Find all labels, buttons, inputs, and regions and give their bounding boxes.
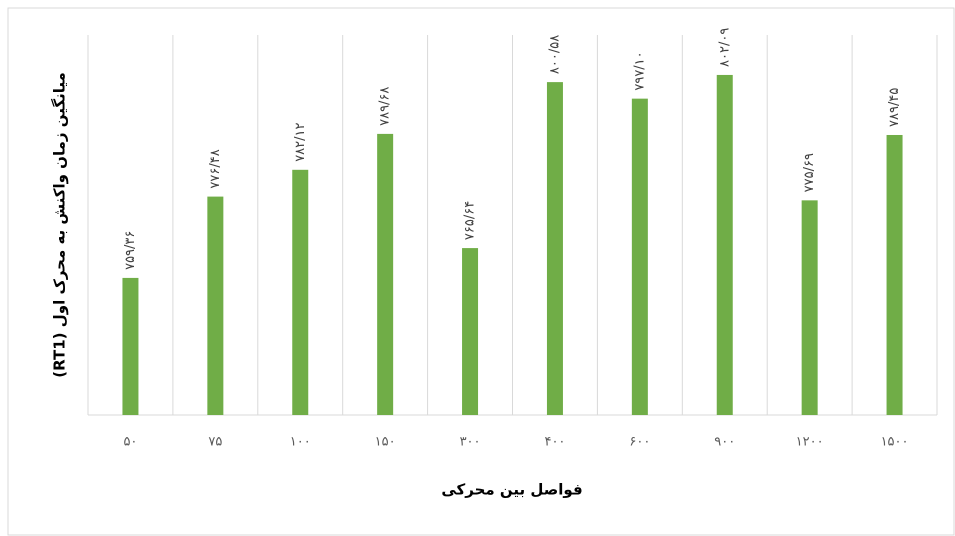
- value-label: ۷۸۹/۶۸: [378, 87, 393, 126]
- bar: [462, 248, 479, 415]
- x-tick-label: ۱۵۰: [375, 435, 396, 450]
- bar: [207, 196, 224, 415]
- x-axis-title: فواصل بین محرکی: [441, 481, 582, 499]
- x-tick-label: ۱۲۰۰: [796, 435, 824, 450]
- bar: [716, 74, 733, 415]
- value-label: ۷۶۵/۶۴: [463, 201, 478, 240]
- bar: [546, 82, 563, 416]
- x-tick-label: ۶۰۰: [629, 435, 650, 450]
- value-label: ۷۸۲/۱۲: [293, 122, 308, 161]
- x-tick-label: ۱۵۰۰: [881, 435, 909, 450]
- value-label: ۸۰۰/۵۸: [547, 35, 562, 74]
- value-label: ۷۵۹/۳۶: [123, 231, 138, 270]
- bar: [122, 277, 139, 415]
- x-tick-label: ۵۰: [123, 435, 137, 450]
- x-tick-label: ۷۵: [208, 435, 222, 450]
- value-label: ۷۹۷/۱۰: [632, 51, 647, 90]
- value-label: ۷۸۹/۴۵: [887, 88, 902, 127]
- x-tick-label: ۹۰۰: [714, 435, 735, 450]
- bar: [801, 200, 818, 415]
- bar: [631, 98, 648, 416]
- x-tick-label: ۴۰۰: [544, 435, 565, 450]
- bar: [292, 169, 309, 415]
- value-label: ۸۰۲/۰۹: [717, 28, 732, 67]
- x-tick-label: ۱۰۰: [290, 435, 311, 450]
- chart-frame: [7, 7, 955, 536]
- bar: [377, 133, 394, 415]
- x-tick-label: ۳۰۰: [460, 435, 481, 450]
- y-axis-title: میانگین زمان واکنش به محرک اول (RT1): [51, 72, 69, 377]
- value-label: ۷۷۶/۴۸: [208, 149, 223, 188]
- bar: [886, 134, 903, 416]
- value-label: ۷۷۵/۶۹: [802, 153, 817, 192]
